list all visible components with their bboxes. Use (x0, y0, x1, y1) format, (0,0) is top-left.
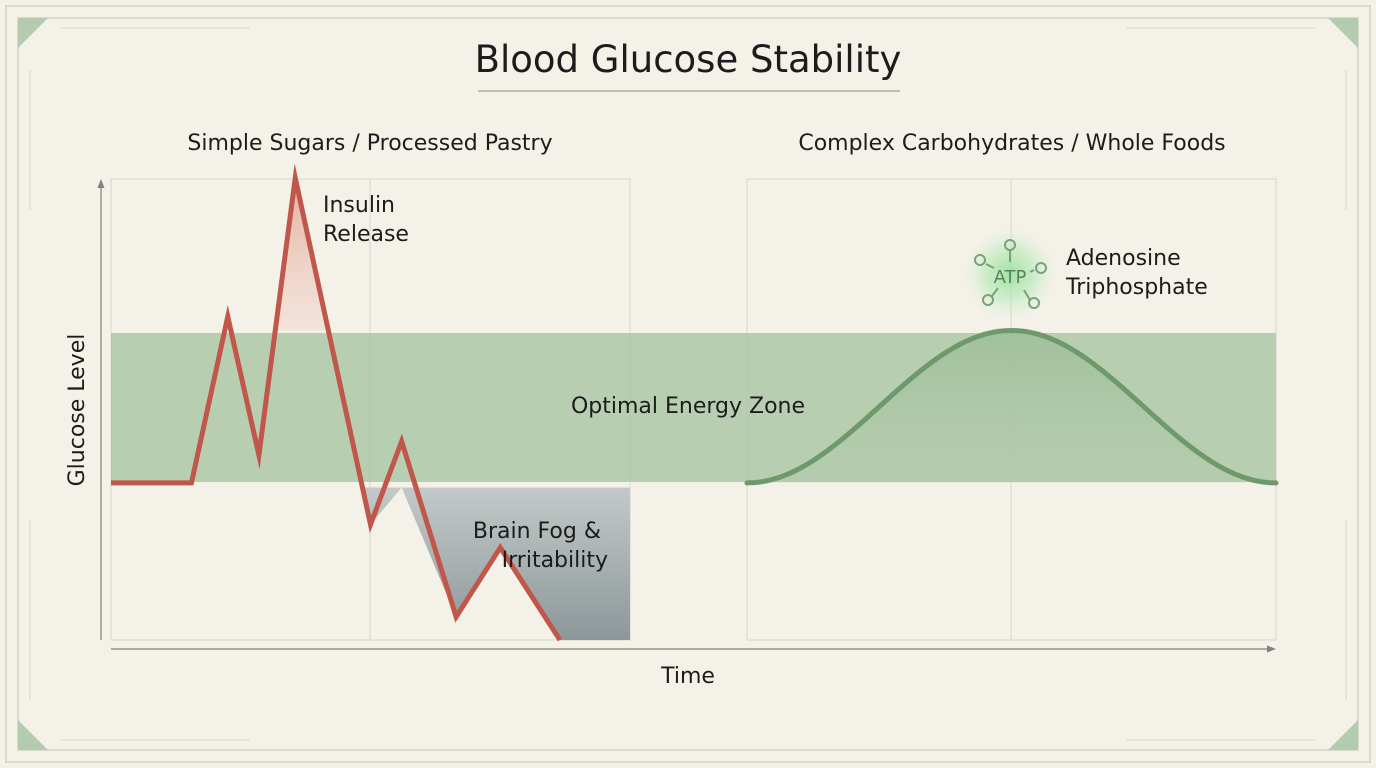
annotation-insulin-release: Insulin Release (323, 193, 409, 247)
decorative-frame (5, 5, 1371, 763)
complex-carb-area (747, 330, 1276, 483)
annotation-adenosine-triphosphate: Adenosine Triphosphate (1065, 246, 1208, 300)
corner-ornament (18, 18, 48, 48)
annotation-brain-fog: Brain Fog & Irritability (473, 519, 608, 573)
simple-sugar-series-line (111, 163, 563, 642)
x-axis (111, 645, 1276, 653)
corner-ornament (18, 720, 48, 750)
zone-label: Optimal Energy Zone (571, 394, 805, 419)
y-axis-label: Glucose Level (65, 334, 90, 487)
atp-molecule-icon (962, 226, 1058, 322)
corner-ornament (1328, 720, 1358, 750)
x-axis-label: Time (660, 664, 715, 689)
atp-label: ATP (994, 267, 1027, 288)
y-axis (97, 179, 105, 640)
panel-title-simple: Simple Sugars / Processed Pastry (187, 131, 552, 156)
corner-ornament (1328, 18, 1358, 48)
chart-title: Blood Glucose Stability (475, 38, 902, 81)
panel-title-complex: Complex Carbohydrates / Whole Foods (798, 131, 1225, 156)
insulin-spike-region (275, 178, 329, 331)
